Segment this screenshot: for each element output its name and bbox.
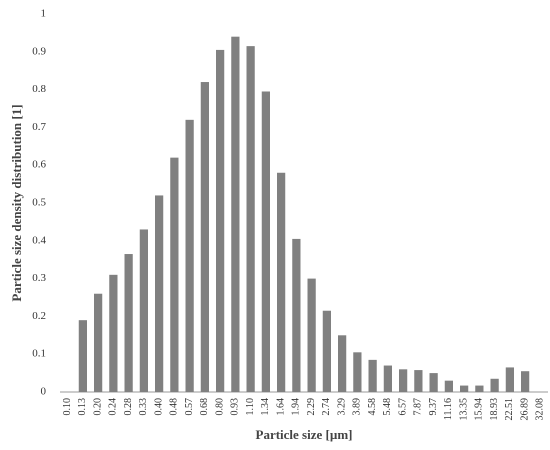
y-tick-label: 0.2 xyxy=(32,310,46,322)
x-tick-label: 0.33 xyxy=(138,398,149,416)
x-tick-label: 0.68 xyxy=(199,398,210,416)
y-tick-label: 1 xyxy=(41,8,47,20)
bar xyxy=(490,378,499,392)
bar xyxy=(307,278,316,392)
y-axis-title: Particle size density distribution [1] xyxy=(9,104,24,301)
bar xyxy=(185,119,194,392)
x-tick-label: 15.94 xyxy=(474,398,485,421)
x-tick-label: 4.58 xyxy=(367,398,378,416)
bar xyxy=(170,157,179,392)
bar xyxy=(124,254,133,392)
bar xyxy=(292,238,301,392)
x-tick-label: 26.89 xyxy=(519,398,530,421)
x-tick-label: 0.13 xyxy=(77,398,88,416)
bar xyxy=(368,359,377,392)
y-tick-label: 0.4 xyxy=(32,234,46,246)
x-tick-label: 0.57 xyxy=(184,398,195,416)
x-tick-label: 0.93 xyxy=(230,398,241,416)
bar xyxy=(94,293,103,392)
bar xyxy=(78,320,87,392)
x-tick-label: 13.35 xyxy=(458,398,469,421)
x-tick-label: 0.10 xyxy=(62,398,73,416)
y-tick-label: 0 xyxy=(41,386,47,398)
bar xyxy=(139,229,148,392)
bar xyxy=(109,274,118,392)
bar xyxy=(429,373,438,392)
x-tick-label: 3.89 xyxy=(352,398,363,416)
x-tick-label: 9.37 xyxy=(428,398,439,416)
x-tick-label: 1.10 xyxy=(245,398,256,416)
x-axis-title: Particle size [µm] xyxy=(256,427,353,442)
x-tick-label: 11.16 xyxy=(443,398,454,420)
x-tick-label: 2.74 xyxy=(321,398,332,416)
y-tick-label: 0.7 xyxy=(32,121,46,133)
bar xyxy=(475,385,484,392)
bar xyxy=(399,369,408,392)
x-tick-label: 0.24 xyxy=(108,398,119,416)
y-tick-label: 0.6 xyxy=(32,159,46,171)
bar xyxy=(521,371,530,392)
x-tick-label: 0.28 xyxy=(123,398,134,416)
bar xyxy=(444,380,453,392)
bar xyxy=(505,367,514,392)
bar xyxy=(383,365,392,392)
bar xyxy=(231,36,240,393)
bar xyxy=(246,46,255,392)
x-tick-label: 6.57 xyxy=(397,398,408,416)
x-tick-label: 18.93 xyxy=(489,398,500,421)
bar xyxy=(353,352,362,392)
x-tick-label: 0.80 xyxy=(214,398,225,416)
x-tick-label: 7.87 xyxy=(413,398,424,416)
x-tick-label: 0.48 xyxy=(169,398,180,416)
x-tick-label: 0.20 xyxy=(92,398,103,416)
x-tick-label: 0.40 xyxy=(153,398,164,416)
y-tick-label: 0.5 xyxy=(32,197,46,209)
x-tick-label: 32.08 xyxy=(535,398,546,421)
bar xyxy=(322,310,331,392)
bar xyxy=(261,91,270,393)
bar xyxy=(460,385,469,392)
x-tick-label: 3.29 xyxy=(336,398,347,416)
y-tick-label: 0.8 xyxy=(32,83,46,95)
x-tick-label: 5.48 xyxy=(382,398,393,416)
x-tick-label: 2.29 xyxy=(306,398,317,416)
bar xyxy=(414,370,423,392)
x-tick-label: 1.34 xyxy=(260,398,271,416)
y-tick-label: 0.3 xyxy=(32,272,46,284)
bar xyxy=(200,82,209,392)
x-tick-label: 22.51 xyxy=(504,398,515,421)
y-tick-label: 0.9 xyxy=(32,45,46,57)
x-tick-label: 1.94 xyxy=(291,398,302,416)
bar xyxy=(216,49,225,392)
bar xyxy=(338,335,347,392)
x-tick-label: 1.64 xyxy=(275,398,286,416)
bar xyxy=(277,172,286,392)
bar xyxy=(155,195,164,392)
y-tick-label: 0.1 xyxy=(32,348,46,360)
